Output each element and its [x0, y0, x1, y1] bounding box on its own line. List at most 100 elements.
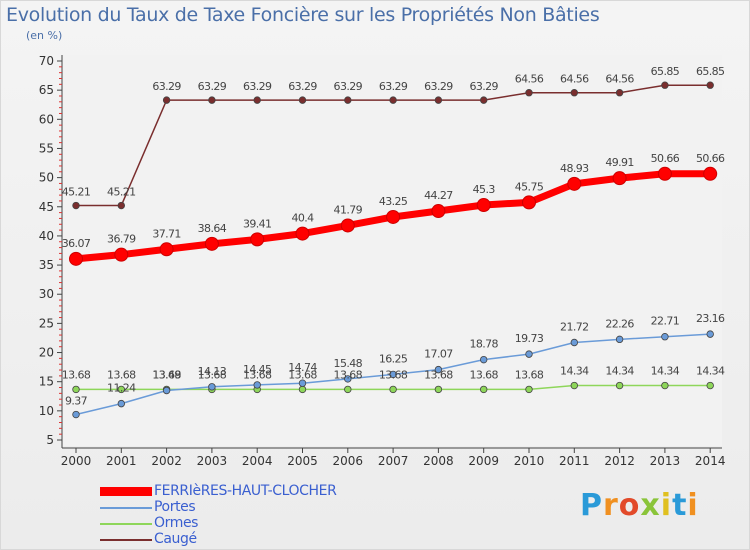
legend-label: Caugé [154, 531, 197, 547]
legend-item-ormes[interactable]: Ormes [100, 515, 400, 532]
data-label: 14.45 [243, 363, 272, 376]
x-tick-label: 2008 [423, 454, 454, 468]
y-tick-label: 55 [39, 141, 54, 155]
data-point [434, 365, 443, 374]
data-point [431, 204, 446, 219]
data-point [570, 338, 578, 347]
data-point [570, 89, 578, 97]
data-label: 14.34 [560, 365, 589, 378]
data-point [162, 386, 171, 395]
data-point [340, 218, 355, 233]
legend-swatch [100, 539, 152, 541]
data-label: 13.68 [288, 368, 317, 381]
x-tick-label: 2013 [650, 454, 681, 468]
data-label: 65.85 [696, 65, 725, 78]
data-label: 13.68 [424, 368, 453, 381]
legend-swatch [100, 487, 152, 496]
data-point [298, 385, 307, 394]
legend-swatch [100, 523, 152, 525]
data-label: 45.21 [62, 186, 91, 199]
data-label: 9.37 [65, 395, 88, 408]
data-point [117, 201, 125, 210]
legend-label: Ormes [154, 515, 199, 531]
data-label: 14.34 [696, 365, 725, 378]
y-tick-label: 65 [39, 83, 54, 97]
data-label: 14.74 [288, 361, 317, 374]
data-label: 36.07 [62, 237, 91, 250]
data-point [208, 96, 216, 104]
data-point [114, 247, 129, 262]
data-point [72, 201, 80, 210]
data-point [298, 96, 307, 104]
x-tick-label: 2007 [378, 454, 409, 468]
data-label: 63.29 [288, 80, 317, 93]
data-point [72, 385, 80, 394]
data-label: 13.68 [62, 368, 91, 381]
data-label: 15.48 [334, 357, 363, 370]
y-tick-label: 50 [39, 171, 54, 185]
x-tick-label: 2014 [695, 454, 726, 468]
legend-label: FERRIèRES-HAUT-CLOCHER [154, 483, 337, 499]
data-point [567, 176, 582, 191]
legend-item-cauge[interactable]: Caugé [100, 531, 400, 548]
x-tick-label: 2001 [106, 454, 137, 468]
y-tick-label: 40 [39, 229, 54, 243]
x-tick-label: 2009 [468, 454, 499, 468]
logo-letter: P [580, 488, 603, 523]
data-label: 13.49 [152, 368, 181, 381]
data-point [389, 385, 397, 394]
legend-swatch [100, 507, 152, 509]
data-label: 63.29 [469, 80, 498, 93]
data-label: 14.34 [651, 365, 680, 378]
logo-letter: i [660, 488, 673, 523]
data-label: 38.64 [198, 222, 227, 235]
data-point [706, 81, 714, 89]
data-point [525, 89, 533, 97]
data-label: 19.73 [515, 332, 544, 345]
legend-item-ferrieres[interactable]: FERRIèRES-HAUT-CLOCHER [100, 483, 400, 500]
x-tick-label: 2012 [604, 454, 635, 468]
y-tick-label: 25 [39, 316, 54, 330]
data-point [295, 226, 310, 241]
data-label: 13.68 [198, 368, 227, 381]
data-label: 64.56 [605, 73, 634, 86]
data-label: 22.26 [605, 317, 634, 330]
y-tick-label: 15 [39, 375, 54, 389]
data-point [480, 385, 488, 394]
data-label: 17.07 [424, 348, 453, 361]
data-label: 63.29 [379, 80, 408, 93]
legend-item-portes[interactable]: Portes [100, 499, 400, 516]
y-tick-label: 30 [39, 287, 54, 301]
data-point [480, 96, 488, 104]
data-point [159, 242, 174, 257]
data-label: 14.13 [198, 365, 227, 378]
data-label: 13.68 [107, 368, 136, 381]
data-point [253, 381, 261, 389]
data-point [208, 383, 216, 391]
y-tick-label: 70 [39, 54, 54, 68]
data-point [344, 96, 352, 104]
data-point [615, 381, 624, 390]
data-label: 13.68 [379, 368, 408, 381]
data-label: 63.29 [198, 80, 227, 93]
data-point [480, 355, 488, 364]
x-tick-label: 2003 [197, 454, 228, 468]
data-point [476, 198, 491, 213]
data-label: 11.24 [107, 382, 136, 395]
data-point [706, 330, 714, 338]
data-point [69, 251, 83, 266]
data-label: 50.66 [696, 152, 725, 165]
data-point [72, 410, 80, 419]
logo-letter: o [618, 488, 641, 523]
data-label: 37.71 [152, 227, 181, 240]
data-point [253, 96, 261, 104]
legend: FERRIèRES-HAUT-CLOCHER Portes Ormes Caug… [100, 483, 400, 548]
data-point [389, 370, 397, 379]
data-label: 50.66 [651, 152, 680, 165]
data-label: 16.25 [379, 352, 408, 365]
data-label: 45.21 [107, 186, 136, 199]
x-tick-label: 2006 [333, 454, 364, 468]
chart-title: Evolution du Taux de Taxe Foncière sur l… [6, 4, 600, 26]
data-label: 22.71 [651, 315, 680, 328]
data-point [612, 171, 627, 186]
